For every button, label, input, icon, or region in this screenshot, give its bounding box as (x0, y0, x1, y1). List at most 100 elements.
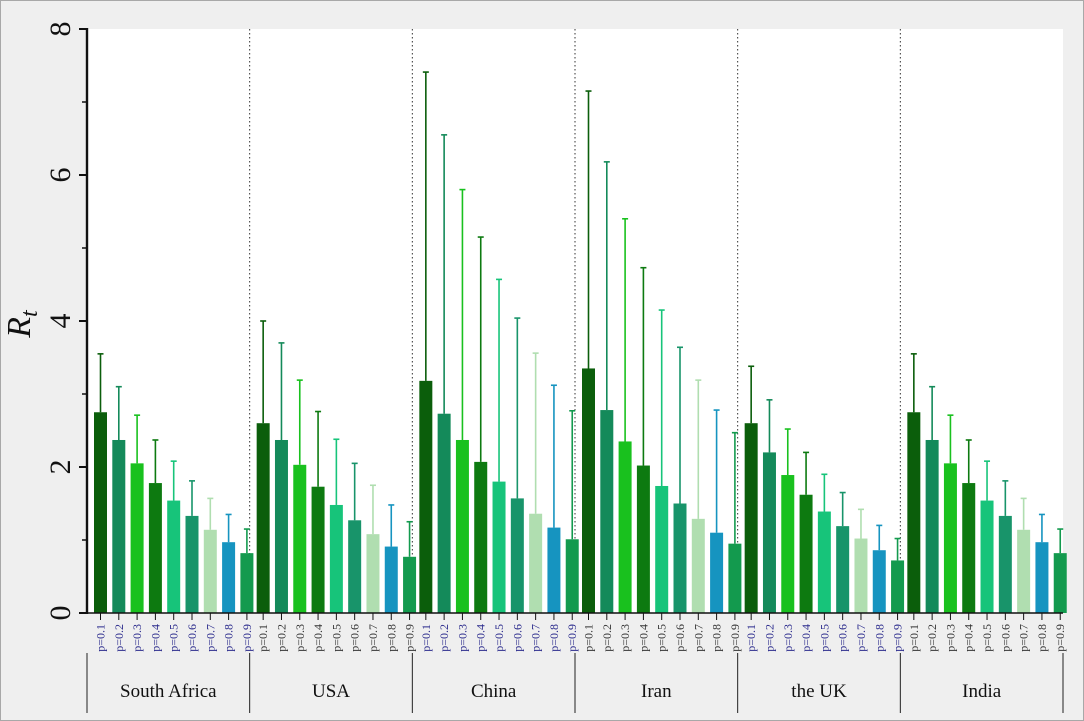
x-tick-label: p=0.9 (891, 624, 905, 652)
bar (582, 368, 595, 613)
bar (618, 441, 632, 613)
x-tick-label: p=0.5 (329, 624, 343, 652)
x-tick-label: p=0.5 (167, 624, 181, 652)
y-axis-label: Rt (1, 309, 43, 339)
bar (565, 539, 579, 613)
bar (112, 439, 126, 613)
x-tick-label: p=0.4 (148, 624, 162, 652)
x-tick-label: p=0.1 (94, 624, 108, 652)
bar (1017, 529, 1031, 613)
x-tick-label: p=0.1 (419, 624, 433, 652)
bar (600, 410, 614, 613)
bar (274, 439, 288, 613)
bar (240, 553, 254, 613)
bar (1035, 542, 1049, 613)
x-tick-label: p=0.8 (872, 624, 886, 652)
group-label: India (962, 681, 1002, 702)
x-tick-label: p=0.2 (925, 624, 939, 652)
x-tick-label: p=0.4 (799, 624, 813, 652)
x-tick-label: p=0.8 (222, 624, 236, 652)
bar (980, 500, 994, 613)
group-label: South Africa (120, 681, 217, 702)
bar (998, 515, 1012, 613)
bar (492, 481, 506, 613)
bar (673, 503, 687, 613)
bar (256, 423, 270, 613)
x-tick-label: p=0.4 (474, 624, 488, 652)
bar (311, 486, 325, 613)
x-tick-label: p=0.8 (384, 624, 398, 652)
x-tick-label: p=0.4 (636, 624, 650, 652)
x-tick-label: p=0.5 (655, 624, 669, 652)
bar (185, 515, 199, 613)
bar (366, 534, 380, 613)
group-label: the UK (791, 681, 847, 702)
axes-layer: p=0.1 p=0.2 p=0.3 p=0.4 p=0.5 p=0.6 p=0.7 p=0.8… (44, 22, 1067, 713)
bar (510, 498, 524, 613)
x-tick-label: p=0.9 (728, 624, 742, 652)
y-axis-label-base: R (1, 317, 38, 339)
group-label: USA (312, 681, 350, 702)
bar (455, 439, 469, 613)
x-tick-label: p=0.3 (781, 624, 795, 652)
group-dividers (249, 29, 901, 613)
x-tick-label: p=0.6 (510, 624, 524, 652)
x-tick-label: p=0.1 (907, 624, 921, 652)
bar (222, 542, 236, 613)
y-tick-label: 6 (44, 168, 77, 183)
x-tick-label: p=0.3 (293, 624, 307, 652)
bar (762, 452, 776, 613)
x-tick-label: p=0.3 (943, 624, 957, 652)
bar (329, 504, 343, 613)
bar (529, 513, 543, 613)
x-tick-label: p=0.8 (547, 624, 561, 652)
bar (891, 560, 905, 613)
bar (744, 423, 758, 613)
x-tick-label: p=0.2 (274, 624, 288, 652)
group-label: China (471, 681, 517, 702)
bar (419, 380, 433, 613)
x-tick-label: p=0.1 (744, 624, 758, 652)
x-tick-label: p=0.6 (998, 624, 1012, 652)
bar (94, 412, 107, 613)
bar (925, 439, 939, 613)
x-tick-label: p=0.5 (492, 624, 506, 652)
bars-layer (94, 71, 1067, 613)
x-tick-label: p=0.3 (130, 624, 144, 652)
bar (384, 546, 398, 613)
x-tick-label: p=0.6 (185, 624, 199, 652)
x-tick-label: p=0.7 (366, 624, 380, 652)
x-tick-label: p=0.8 (1035, 624, 1049, 652)
bar (691, 518, 705, 613)
x-tick-label: p=0.9 (1053, 624, 1067, 652)
bar (167, 500, 181, 613)
x-tick-label: p=0.2 (437, 624, 451, 652)
x-tick-label: p=0.2 (112, 624, 126, 652)
x-tick-label: p=0.6 (348, 624, 362, 652)
x-tick-label: p=0.3 (618, 624, 632, 652)
bar (962, 483, 976, 613)
group-label: Iran (641, 681, 672, 702)
x-tick-label: p=0.7 (1017, 624, 1031, 652)
x-tick-label: p=0.1 (582, 624, 596, 652)
x-tick-label: p=0.7 (529, 624, 543, 652)
bar (854, 538, 868, 613)
x-tick-label: p=0.6 (673, 624, 687, 652)
bar (474, 461, 488, 613)
x-tick-label: p=0.6 (836, 624, 850, 652)
bar (781, 475, 795, 613)
bar (148, 483, 162, 613)
bar (130, 463, 144, 613)
x-tick-label: p=0.3 (455, 624, 469, 652)
bar (437, 413, 451, 613)
bar (872, 550, 886, 613)
x-tick-label: p=0.7 (854, 624, 868, 652)
bar (1053, 553, 1067, 613)
x-tick-label: p=0.5 (980, 624, 994, 652)
bar (799, 494, 813, 613)
bar (943, 463, 957, 613)
bar (203, 529, 217, 613)
y-tick-label: 2 (44, 460, 77, 475)
bar (710, 532, 724, 613)
